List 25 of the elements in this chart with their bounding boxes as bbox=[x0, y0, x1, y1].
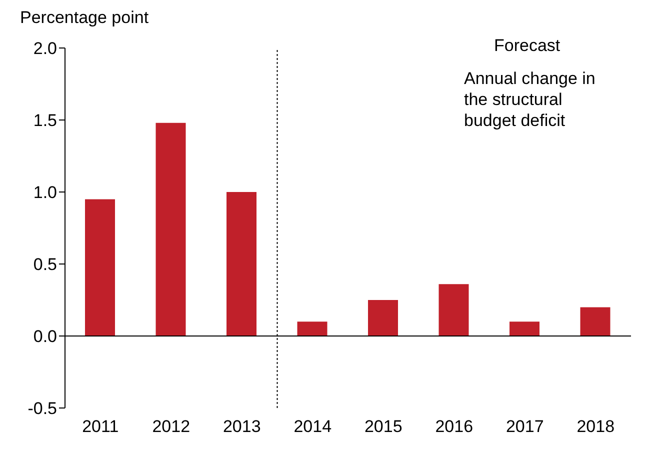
bar bbox=[510, 322, 540, 336]
bar bbox=[438, 284, 469, 336]
y-axis-title: Percentage point bbox=[20, 8, 149, 28]
bar bbox=[156, 122, 186, 336]
x-tick-label: 2012 bbox=[152, 417, 190, 436]
x-tick-label: 2017 bbox=[506, 417, 544, 436]
x-tick-label: 2015 bbox=[364, 417, 402, 436]
bar bbox=[297, 322, 328, 336]
y-tick-label: 0.5 bbox=[33, 255, 57, 274]
annotation: Annual change in the structural budget deficit bbox=[464, 68, 596, 131]
bar bbox=[226, 192, 256, 336]
x-tick-label: 2014 bbox=[294, 417, 332, 436]
annotation: Forecast bbox=[494, 36, 560, 56]
y-tick-label: 0.0 bbox=[33, 327, 57, 346]
y-tick-label: 1.5 bbox=[33, 111, 57, 130]
y-tick-label: 1.0 bbox=[33, 183, 57, 202]
x-tick-label: 2011 bbox=[82, 417, 119, 436]
y-tick-label: -0.5 bbox=[28, 399, 57, 418]
bar bbox=[85, 199, 115, 336]
bar bbox=[580, 307, 610, 336]
x-tick-label: 2016 bbox=[435, 417, 474, 436]
x-tick-label: 2018 bbox=[576, 417, 615, 436]
x-tick-label: 2013 bbox=[222, 417, 261, 436]
y-tick-label: 2.0 bbox=[33, 39, 57, 58]
bar bbox=[368, 300, 398, 336]
